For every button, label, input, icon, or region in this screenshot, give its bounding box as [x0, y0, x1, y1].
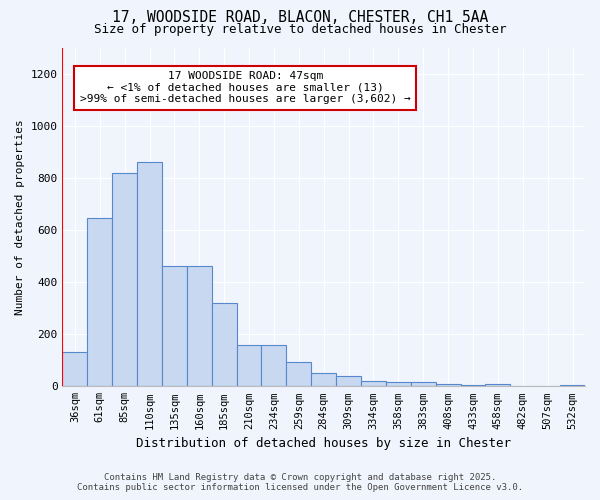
Bar	[62, 352, 88, 386]
Bar	[137, 162, 162, 386]
Bar	[187, 266, 212, 386]
Bar	[461, 385, 485, 386]
Text: 17, WOODSIDE ROAD, BLACON, CHESTER, CH1 5AA: 17, WOODSIDE ROAD, BLACON, CHESTER, CH1 …	[112, 10, 488, 25]
Bar	[88, 218, 112, 386]
Text: Size of property relative to detached houses in Chester: Size of property relative to detached ho…	[94, 22, 506, 36]
Bar	[212, 303, 236, 386]
Text: 17 WOODSIDE ROAD: 47sqm
← <1% of detached houses are smaller (13)
>99% of semi-d: 17 WOODSIDE ROAD: 47sqm ← <1% of detache…	[80, 71, 410, 104]
Bar	[386, 382, 411, 386]
Bar	[361, 381, 386, 386]
Bar	[262, 344, 286, 387]
Y-axis label: Number of detached properties: Number of detached properties	[15, 119, 25, 315]
Bar	[560, 385, 585, 386]
Bar	[286, 362, 311, 386]
Bar	[112, 172, 137, 386]
X-axis label: Distribution of detached houses by size in Chester: Distribution of detached houses by size …	[136, 437, 511, 450]
Bar	[436, 384, 461, 386]
Bar	[162, 266, 187, 386]
Bar	[311, 374, 336, 386]
Bar	[236, 344, 262, 387]
Text: Contains HM Land Registry data © Crown copyright and database right 2025.
Contai: Contains HM Land Registry data © Crown c…	[77, 473, 523, 492]
Bar	[485, 384, 511, 386]
Bar	[336, 376, 361, 386]
Bar	[411, 382, 436, 386]
